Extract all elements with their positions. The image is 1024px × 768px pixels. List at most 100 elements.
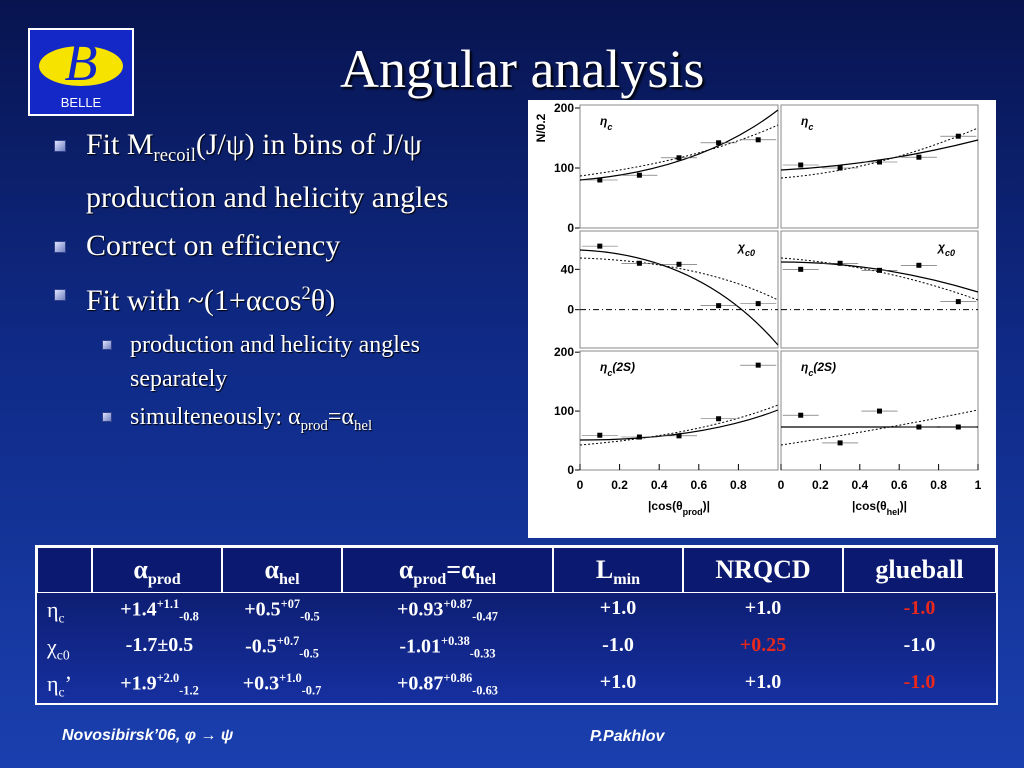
logo: B BELLE <box>28 28 134 116</box>
data-point <box>636 172 642 178</box>
y-tick-label: 0 <box>567 221 574 235</box>
x-tick-label: 0.4 <box>651 478 668 492</box>
text-part: +1.0 <box>744 671 782 693</box>
text-part: η <box>600 114 607 128</box>
logo-text: BELLE <box>60 95 102 110</box>
y-tick-label: 100 <box>554 404 574 418</box>
panel-label: ηc <box>600 114 612 132</box>
table-header-cell: αhel <box>222 547 342 593</box>
text-part: )| <box>900 499 907 513</box>
data-point <box>955 299 961 305</box>
text-part: prod <box>147 571 181 589</box>
x-tick-label: 0.6 <box>690 478 707 492</box>
x-axis-label: |cos(θprod)| <box>648 499 710 517</box>
text-part: -0.5 <box>300 609 320 624</box>
text-part: +0.93 <box>397 598 444 621</box>
text-part: c <box>808 368 813 378</box>
panel-label: ηc(2S) <box>600 360 635 378</box>
data-point <box>837 260 843 266</box>
y-tick-label: 200 <box>554 101 574 115</box>
table-cell: +0.5+07-0.5 <box>222 597 342 625</box>
data-point <box>916 154 922 160</box>
data-point <box>877 159 882 165</box>
text-part: |cos(θ <box>648 499 683 513</box>
text-part: +1.4 <box>120 598 157 621</box>
x-tick-label: 0.8 <box>730 478 747 492</box>
text-part: η <box>600 360 607 374</box>
text-part: recoil <box>153 145 196 166</box>
panel-label: χc0 <box>936 240 955 258</box>
text-part: η <box>47 597 59 622</box>
text-part: prod <box>683 507 703 517</box>
panel-frame <box>579 104 779 229</box>
table-cell: -1.01+0.38-0.33 <box>342 634 553 662</box>
table-cell: -1.0 <box>843 671 996 694</box>
x-tick-label: 0 <box>778 478 785 492</box>
text-part: ’ <box>64 671 72 696</box>
panel-frame <box>780 230 979 349</box>
text-part: η <box>801 360 808 374</box>
logo-mark: B <box>39 32 123 92</box>
table-cell: +1.0 <box>683 671 843 694</box>
table-cell: +1.0 <box>553 597 683 620</box>
text-part: +0.86 <box>443 671 473 685</box>
text-part: =α <box>446 555 476 584</box>
text-part: c <box>607 122 612 132</box>
panel-label: χc0 <box>736 240 755 258</box>
table-cell: +1.0 <box>683 597 843 620</box>
data-point <box>798 162 804 168</box>
table-header-cell: NRQCD <box>683 547 843 593</box>
text-part: simulteneously: α <box>130 404 301 430</box>
table-header-cell: glueball <box>843 547 996 593</box>
text-part: =α <box>327 404 354 430</box>
data-point <box>716 416 722 422</box>
data-point <box>916 262 922 268</box>
text-part: hel <box>475 571 497 589</box>
text-part: -1.0 <box>903 671 936 693</box>
table-cell: +0.3+1.0-0.7 <box>222 671 342 699</box>
data-point <box>916 424 922 430</box>
bullet: production and helicity angles separatel… <box>50 328 520 396</box>
table-header-cell: αprod <box>92 547 222 593</box>
row-label: ηc <box>47 597 87 626</box>
data-point <box>716 303 722 309</box>
bullet: Fit with ~(1+αcos2θ) <box>50 273 520 322</box>
data-point <box>676 433 682 439</box>
row-label: ηc’ <box>47 671 87 700</box>
text-part: Fit with ~(1+αcos <box>86 284 302 317</box>
x-tick-label: 0.4 <box>851 478 868 492</box>
text-part: hel <box>278 571 300 589</box>
text-part: +0.87 <box>397 672 444 695</box>
data-point <box>597 243 603 249</box>
text-part: (J/ψ) in bins of J/ψ production and heli… <box>86 128 449 214</box>
text-part: prod <box>413 571 447 589</box>
data-point <box>755 137 761 143</box>
x-tick-label: 0 <box>577 478 584 492</box>
text-part: +2.0 <box>156 671 180 685</box>
table-header-cell <box>37 547 92 593</box>
text-part: c <box>58 610 65 626</box>
fit-curve-alt <box>780 409 979 446</box>
text-part: -0.33 <box>469 646 496 661</box>
text-part: c0 <box>745 248 755 258</box>
text-part: NRQCD <box>715 555 811 584</box>
data-point <box>798 412 804 418</box>
text-part: +0.5 <box>244 598 281 621</box>
text-part: +1.0 <box>599 597 637 619</box>
fit-curve-alt <box>579 257 779 301</box>
data-point <box>955 133 961 139</box>
text-part: χ <box>47 634 57 659</box>
text-part: χ <box>736 240 746 254</box>
table-cell: -0.5+0.7-0.5 <box>222 634 342 662</box>
x-tick-label: 0.2 <box>812 478 829 492</box>
fit-curve <box>579 409 779 441</box>
fit-curve <box>579 249 779 346</box>
table-cell: -1.0 <box>843 634 996 657</box>
text-part: )| <box>703 499 710 513</box>
text-part: -0.47 <box>472 609 498 624</box>
table-cell: +1.0 <box>553 671 683 694</box>
text-part: χ <box>936 240 946 254</box>
x-tick-label: 0.2 <box>611 478 628 492</box>
y-tick-label: 100 <box>554 161 574 175</box>
